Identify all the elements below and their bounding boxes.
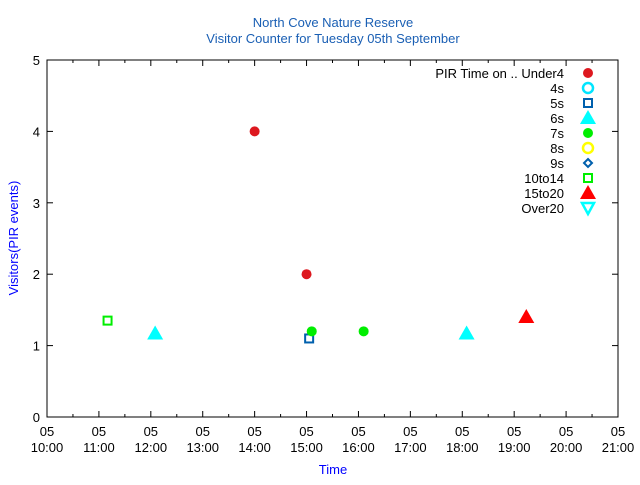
data-point [102, 315, 113, 326]
data-point [249, 126, 260, 137]
legend-marker [581, 81, 595, 95]
x-tick-label-time: 18:00 [446, 440, 479, 455]
data-point [301, 269, 312, 280]
x-tick-label-time: 17:00 [394, 440, 427, 455]
legend-label: 9s [550, 156, 564, 171]
x-axis-label: Time [319, 462, 347, 477]
legend-label: 8s [550, 141, 564, 156]
legend-label: 7s [550, 126, 564, 141]
x-tick-label-time: 11:00 [83, 440, 115, 455]
x-tick-label-time: 12:00 [135, 440, 168, 455]
x-tick-label-time: 19:00 [498, 440, 531, 455]
legend-marker [580, 110, 596, 124]
data-point [306, 326, 317, 337]
chart-title: North Cove Nature Reserve [253, 15, 413, 30]
plot-border [46, 59, 619, 418]
data-point [518, 309, 535, 324]
x-tick-label-day: 05 [559, 424, 573, 439]
x-tick-label-day: 05 [455, 424, 469, 439]
x-tick-label-day: 05 [195, 424, 209, 439]
y-axis-label: Visitors(PIR events) [6, 181, 21, 296]
legend-marker [582, 157, 594, 169]
legend-label: 10to14 [524, 171, 564, 186]
legend-label: 6s [550, 111, 564, 126]
x-tick-label-day: 05 [507, 424, 521, 439]
x-tick-label-day: 05 [403, 424, 417, 439]
legend-marker [583, 98, 593, 108]
x-tick-label-time: 14:00 [238, 440, 271, 455]
x-tick-label-day: 05 [92, 424, 106, 439]
legend-label: 4s [550, 81, 564, 96]
x-tick-label-time: 21:00 [602, 440, 635, 455]
x-tick-label-time: 13:00 [186, 440, 219, 455]
data-point [458, 325, 475, 340]
legend-marker [583, 173, 593, 183]
data-point [358, 326, 369, 337]
y-tick-label: 4 [33, 124, 40, 139]
y-tick-label: 3 [33, 196, 40, 211]
chart-subtitle: Visitor Counter for Tuesday 05th Septemb… [206, 31, 460, 46]
legend-label: PIR Time on .. Under4 [435, 66, 564, 81]
y-tick-label: 5 [33, 53, 40, 68]
legend-marker [583, 128, 593, 138]
x-tick-label-time: 16:00 [342, 440, 375, 455]
legend-label: Over20 [521, 201, 564, 216]
x-tick-label-day: 05 [299, 424, 313, 439]
data-point [147, 325, 164, 340]
legend-marker [583, 68, 593, 78]
x-tick-label-day: 05 [351, 424, 365, 439]
legend-label: 5s [550, 96, 564, 111]
x-tick-label-time: 20:00 [550, 440, 583, 455]
x-tick-label-day: 05 [144, 424, 158, 439]
legend-marker [579, 201, 597, 217]
legend-marker [581, 141, 595, 155]
y-tick-label: 0 [33, 410, 40, 425]
y-tick-label: 2 [33, 267, 40, 282]
legend-label: 15to20 [524, 186, 564, 201]
x-tick-label-time: 10:00 [31, 440, 64, 455]
x-tick-label-day: 05 [611, 424, 625, 439]
x-tick-label-day: 05 [247, 424, 261, 439]
legend-marker [580, 185, 596, 199]
x-tick-label-time: 15:00 [290, 440, 323, 455]
y-tick-label: 1 [33, 339, 40, 354]
x-tick-label-day: 05 [40, 424, 54, 439]
